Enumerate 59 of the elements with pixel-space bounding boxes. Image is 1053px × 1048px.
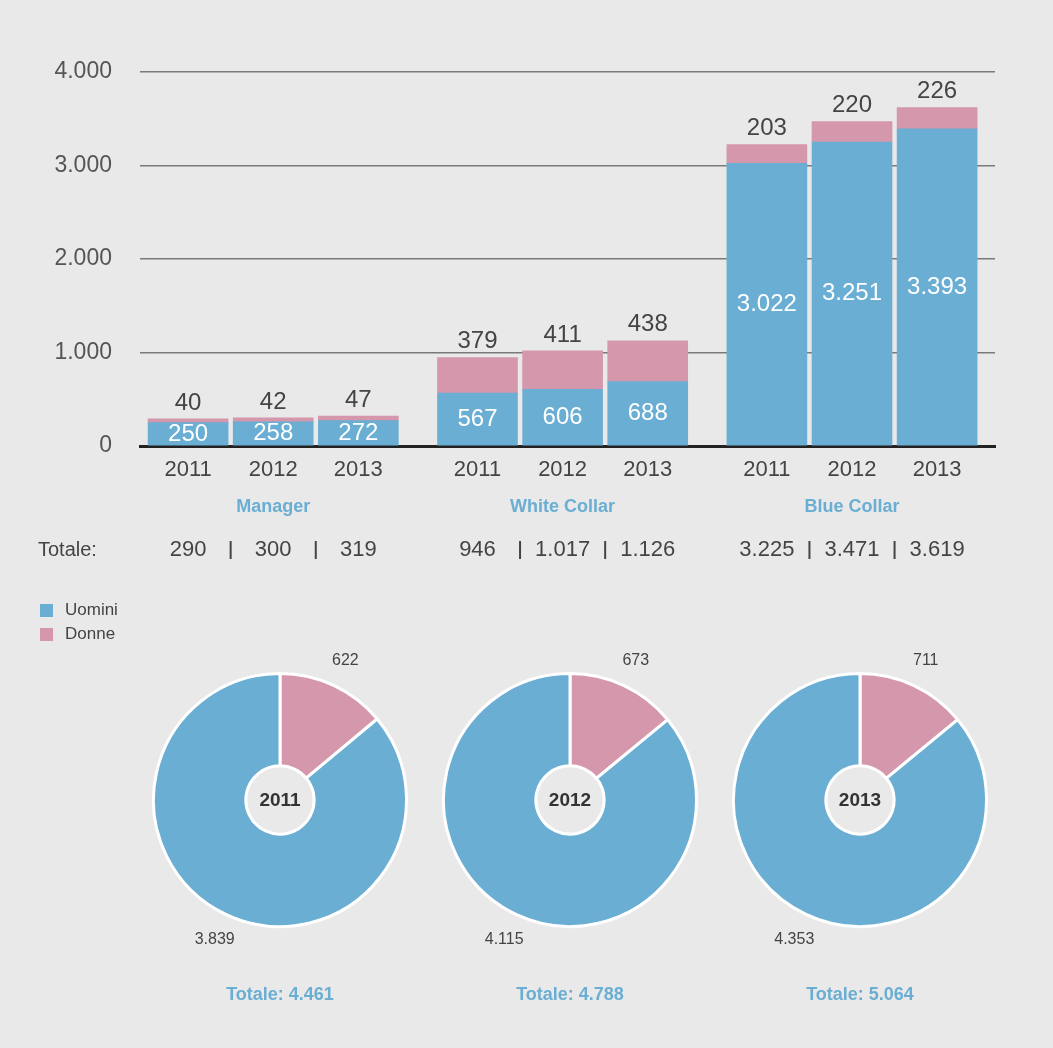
text: White Collar bbox=[510, 495, 616, 516]
text: Blue Collar bbox=[804, 495, 900, 516]
data-label: 220 bbox=[831, 90, 873, 118]
x-tick-label: 2011 bbox=[743, 456, 791, 482]
text: 3.619 bbox=[909, 536, 965, 562]
y-tick-label: 4.000 bbox=[54, 57, 112, 84]
text: 1.126 bbox=[620, 536, 676, 562]
data-label: 673 bbox=[622, 651, 650, 669]
data-label: 3.022 bbox=[736, 288, 797, 316]
text: 1.017 bbox=[535, 536, 591, 562]
x-tick-label: 2011 bbox=[453, 456, 502, 482]
data-label: 203 bbox=[746, 113, 787, 141]
text: 319 bbox=[339, 536, 377, 562]
x-tick-label: 2012 bbox=[538, 456, 588, 482]
y-tick-label: 2.000 bbox=[54, 244, 112, 271]
data-label: 250 bbox=[168, 418, 209, 446]
data-label: 622 bbox=[331, 650, 359, 668]
x-tick-label: 2012 bbox=[248, 456, 298, 482]
x-tick-label: 2013 bbox=[912, 456, 962, 482]
data-label: 688 bbox=[627, 398, 668, 426]
data-label: 567 bbox=[457, 403, 498, 431]
y-tick-label: 1.000 bbox=[54, 337, 112, 364]
x-tick-label: 2012 bbox=[827, 456, 877, 482]
text: 300 bbox=[254, 536, 292, 562]
legend-label: Donne bbox=[65, 624, 116, 644]
text: 2011 bbox=[259, 789, 302, 811]
data-label: 4.353 bbox=[774, 929, 815, 947]
y-tick-label: 3.000 bbox=[54, 150, 112, 177]
data-label: 438 bbox=[627, 309, 668, 337]
text: 946 bbox=[459, 536, 496, 562]
data-label: 40 bbox=[174, 387, 202, 415]
data-label: 226 bbox=[917, 76, 958, 104]
data-label: 272 bbox=[338, 417, 379, 445]
data-label: 411 bbox=[543, 319, 582, 347]
text: Totale: 4.461 bbox=[226, 983, 334, 1004]
text: Totale: 4.788 bbox=[516, 983, 624, 1004]
data-label: 3.839 bbox=[194, 929, 235, 947]
data-label: 711 bbox=[912, 651, 939, 669]
x-tick-label: 2011 bbox=[164, 456, 212, 482]
data-label: 4.115 bbox=[484, 929, 524, 947]
text: Totale: 5.064 bbox=[806, 983, 914, 1004]
data-label: 258 bbox=[253, 418, 294, 446]
data-label: 47 bbox=[344, 384, 372, 412]
text: 3.225 bbox=[739, 536, 795, 562]
data-label: 42 bbox=[259, 386, 287, 414]
legend-label: Uomini bbox=[65, 600, 118, 620]
text: Manager bbox=[236, 495, 311, 516]
data-label: 379 bbox=[457, 326, 498, 354]
data-label: 3.393 bbox=[907, 271, 968, 299]
text: 2012 bbox=[548, 789, 592, 811]
text: 290 bbox=[169, 536, 207, 562]
y-tick-label: 0 bbox=[99, 431, 112, 458]
x-tick-label: 2013 bbox=[333, 456, 383, 482]
text: 2013 bbox=[838, 789, 882, 811]
data-label: 606 bbox=[542, 401, 583, 429]
text: 3.471 bbox=[824, 536, 880, 562]
x-tick-label: 2013 bbox=[623, 456, 673, 482]
text: Totale: bbox=[38, 537, 97, 560]
data-label: 3.251 bbox=[821, 278, 883, 306]
